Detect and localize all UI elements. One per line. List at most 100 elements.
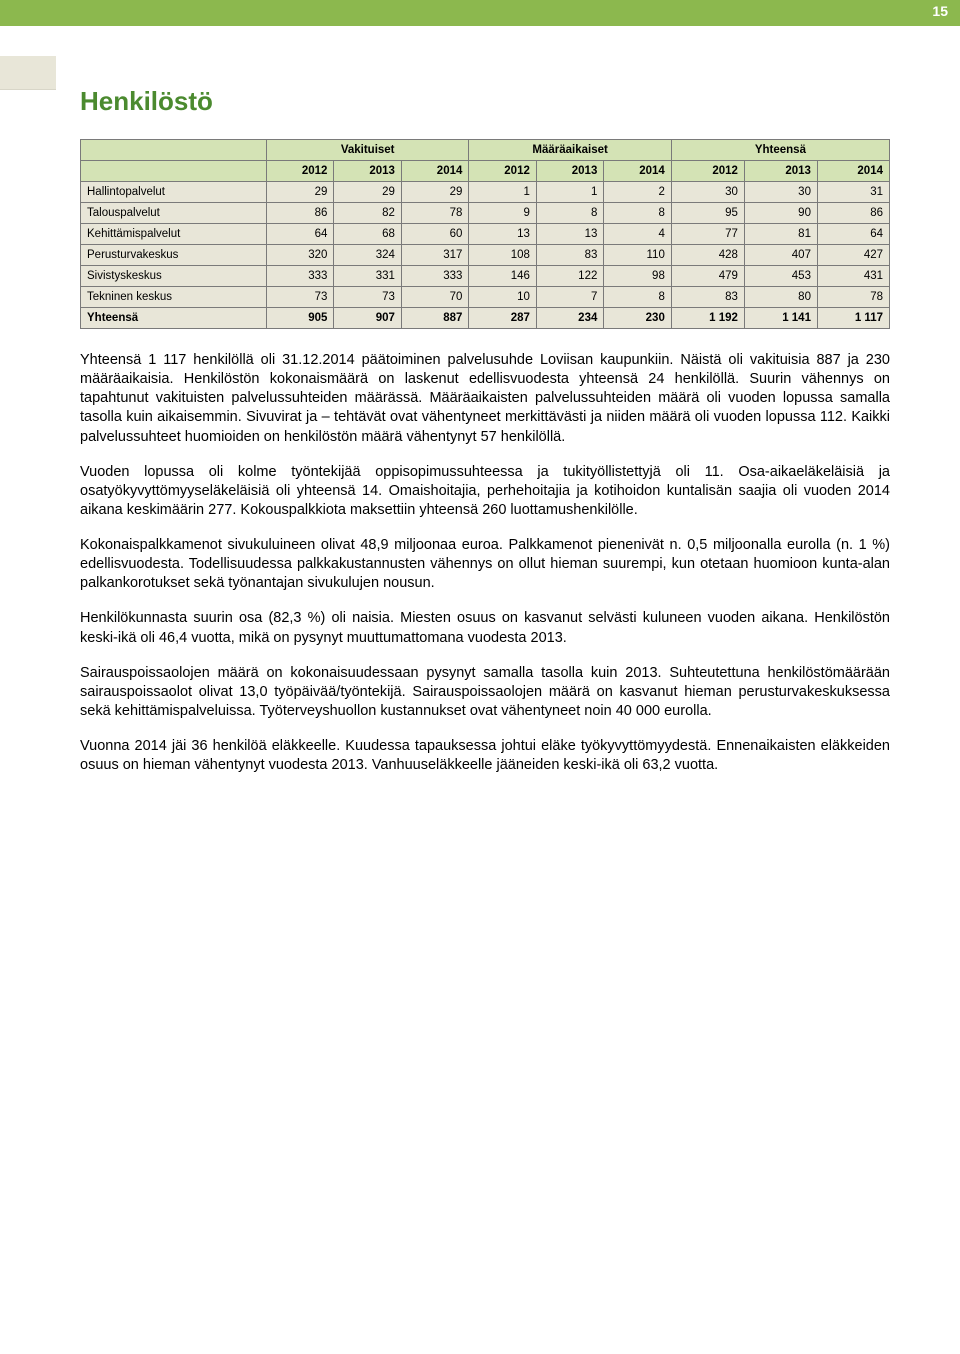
table-corner-blank (81, 161, 267, 182)
cell: 80 (744, 287, 817, 308)
cell: 333 (401, 266, 468, 287)
cell: 13 (469, 224, 536, 245)
cell: 86 (266, 203, 333, 224)
year-header: 2014 (604, 161, 671, 182)
cell: 479 (671, 266, 744, 287)
cell: 8 (604, 287, 671, 308)
table-year-header-row: 2012 2013 2014 2012 2013 2014 2012 2013 … (81, 161, 890, 182)
cell: 9 (469, 203, 536, 224)
content: Henkilöstö Vakituiset Määräaikaiset Yhte… (0, 26, 960, 831)
paragraph: Vuoden lopussa oli kolme työntekijää opp… (80, 463, 890, 520)
cell: 287 (469, 308, 536, 329)
cell: 90 (744, 203, 817, 224)
cell: 2 (604, 182, 671, 203)
cell: 64 (266, 224, 333, 245)
page-number: 15 (932, 3, 948, 19)
cell: 13 (536, 224, 603, 245)
cell: 4 (604, 224, 671, 245)
table-total-row: Yhteensä 905 907 887 287 234 230 1 192 1… (81, 308, 890, 329)
cell: 407 (744, 245, 817, 266)
cell: 77 (671, 224, 744, 245)
cell: 1 117 (817, 308, 889, 329)
year-header: 2014 (817, 161, 889, 182)
row-label: Perusturvakeskus (81, 245, 267, 266)
cell: 234 (536, 308, 603, 329)
cell: 122 (536, 266, 603, 287)
cell: 887 (401, 308, 468, 329)
cell: 86 (817, 203, 889, 224)
cell: 1 141 (744, 308, 817, 329)
year-header: 2014 (401, 161, 468, 182)
cell: 10 (469, 287, 536, 308)
cell: 907 (334, 308, 401, 329)
table-row: Talouspalvelut 86 82 78 9 8 8 95 90 86 (81, 203, 890, 224)
cell: 70 (401, 287, 468, 308)
cell: 320 (266, 245, 333, 266)
cell: 29 (334, 182, 401, 203)
row-label: Talouspalvelut (81, 203, 267, 224)
cell: 29 (266, 182, 333, 203)
cell: 8 (604, 203, 671, 224)
cell: 73 (266, 287, 333, 308)
row-label: Kehittämispalvelut (81, 224, 267, 245)
year-header: 2012 (469, 161, 536, 182)
cell: 78 (401, 203, 468, 224)
group-header: Määräaikaiset (469, 140, 671, 161)
cell: 431 (817, 266, 889, 287)
cell: 83 (671, 287, 744, 308)
year-header: 2012 (266, 161, 333, 182)
cell: 98 (604, 266, 671, 287)
cell: 1 (536, 182, 603, 203)
group-header: Vakituiset (266, 140, 468, 161)
personnel-table: Vakituiset Määräaikaiset Yhteensä 2012 2… (80, 139, 890, 329)
cell: 324 (334, 245, 401, 266)
cell: 64 (817, 224, 889, 245)
cell: 31 (817, 182, 889, 203)
cell: 95 (671, 203, 744, 224)
cell: 453 (744, 266, 817, 287)
table-row: Perusturvakeskus 320 324 317 108 83 110 … (81, 245, 890, 266)
cell: 110 (604, 245, 671, 266)
paragraph: Sairauspoissaolojen määrä on kokonaisuud… (80, 664, 890, 721)
table-row: Kehittämispalvelut 64 68 60 13 13 4 77 8… (81, 224, 890, 245)
cell: 1 192 (671, 308, 744, 329)
paragraph: Vuonna 2014 jäi 36 henkilöä eläkkeelle. … (80, 737, 890, 775)
year-header: 2013 (334, 161, 401, 182)
cell: 29 (401, 182, 468, 203)
table-row: Tekninen keskus 73 73 70 10 7 8 83 80 78 (81, 287, 890, 308)
cell: 108 (469, 245, 536, 266)
paragraph: Henkilökunnasta suurin osa (82,3 %) oli … (80, 609, 890, 647)
top-bar: 15 (0, 0, 960, 26)
cell: 146 (469, 266, 536, 287)
cell: 81 (744, 224, 817, 245)
paragraph: Kokonaispalkkamenot sivukuluineen olivat… (80, 536, 890, 593)
side-tab (0, 56, 56, 90)
cell: 317 (401, 245, 468, 266)
page-title: Henkilöstö (80, 86, 890, 117)
table-row: Sivistyskeskus 333 331 333 146 122 98 47… (81, 266, 890, 287)
table-row: Hallintopalvelut 29 29 29 1 1 2 30 30 31 (81, 182, 890, 203)
cell: 331 (334, 266, 401, 287)
cell: 73 (334, 287, 401, 308)
paragraph: Yhteensä 1 117 henkilöllä oli 31.12.2014… (80, 351, 890, 447)
cell: 428 (671, 245, 744, 266)
cell: 78 (817, 287, 889, 308)
cell: 1 (469, 182, 536, 203)
year-header: 2012 (671, 161, 744, 182)
cell: 82 (334, 203, 401, 224)
row-label: Sivistyskeskus (81, 266, 267, 287)
cell: 7 (536, 287, 603, 308)
row-label: Yhteensä (81, 308, 267, 329)
table-group-header-row: Vakituiset Määräaikaiset Yhteensä (81, 140, 890, 161)
group-header: Yhteensä (671, 140, 889, 161)
cell: 30 (671, 182, 744, 203)
cell: 230 (604, 308, 671, 329)
year-header: 2013 (744, 161, 817, 182)
cell: 60 (401, 224, 468, 245)
year-header: 2013 (536, 161, 603, 182)
cell: 68 (334, 224, 401, 245)
cell: 333 (266, 266, 333, 287)
cell: 8 (536, 203, 603, 224)
table-corner-blank (81, 140, 267, 161)
row-label: Hallintopalvelut (81, 182, 267, 203)
